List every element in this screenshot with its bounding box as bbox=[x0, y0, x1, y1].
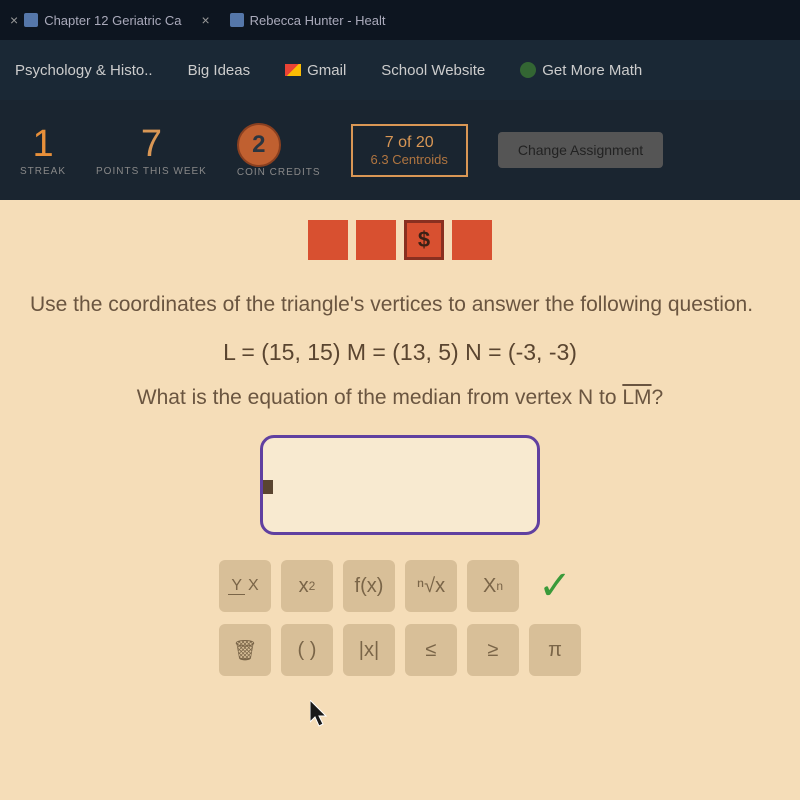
points-stat: 7 POINTS THIS WEEK bbox=[96, 123, 207, 177]
bookmark-item[interactable]: Psychology & Histo.. bbox=[15, 62, 153, 79]
bonus-squares: $ bbox=[0, 220, 800, 260]
bookmark-item[interactable]: Big Ideas bbox=[188, 62, 251, 79]
bookmark-item[interactable]: Gmail bbox=[285, 62, 346, 79]
tab-label: Rebecca Hunter - Healt bbox=[250, 13, 386, 28]
segment-lm: LM bbox=[622, 386, 651, 409]
bookmark-item[interactable]: Get More Math bbox=[520, 62, 642, 79]
math-toolbar-row2: 🗑 ( ) |x| ≤ ≥ π bbox=[0, 624, 800, 676]
problem-content: $ Use the coordinates of the triangle's … bbox=[0, 200, 800, 800]
streak-value: 1 bbox=[20, 123, 66, 166]
points-value: 7 bbox=[96, 123, 207, 166]
bonus-square[interactable] bbox=[452, 220, 492, 260]
coins-label: COIN CREDITS bbox=[237, 167, 321, 178]
answer-input[interactable] bbox=[260, 435, 540, 535]
close-icon[interactable]: × bbox=[10, 12, 18, 28]
tab-favicon bbox=[230, 13, 244, 27]
points-label: POINTS THIS WEEK bbox=[96, 166, 207, 177]
coins-stat: 2 COIN CREDITS bbox=[237, 123, 321, 178]
bonus-square-active[interactable]: $ bbox=[404, 220, 444, 260]
coin-icon: 2 bbox=[237, 123, 281, 167]
trash-button[interactable]: 🗑 bbox=[219, 624, 271, 676]
browser-tab-strip: × Chapter 12 Geriatric Ca × Rebecca Hunt… bbox=[0, 0, 800, 40]
ge-button[interactable]: ≥ bbox=[467, 624, 519, 676]
vertex-coordinates: L = (15, 15) M = (13, 5) N = (-3, -3) bbox=[0, 339, 800, 366]
bookmark-item[interactable]: School Website bbox=[381, 62, 485, 79]
question-prompt: Use the coordinates of the triangle's ve… bbox=[0, 290, 800, 319]
sub-question: What is the equation of the median from … bbox=[0, 386, 800, 410]
browser-tab[interactable]: × Chapter 12 Geriatric Ca bbox=[10, 12, 181, 28]
fraction-button[interactable]: YX bbox=[219, 560, 271, 612]
progress-section: 6.3 Centroids bbox=[371, 152, 448, 167]
progress-count: 7 of 20 bbox=[371, 134, 448, 152]
pi-button[interactable]: π bbox=[529, 624, 581, 676]
tab-favicon bbox=[24, 13, 38, 27]
stats-header: 1 STREAK 7 POINTS THIS WEEK 2 COIN CREDI… bbox=[0, 100, 800, 200]
progress-indicator: 7 of 20 6.3 Centroids bbox=[351, 124, 468, 177]
bonus-square[interactable] bbox=[308, 220, 348, 260]
gmail-icon bbox=[285, 64, 301, 76]
nthroot-button[interactable]: ⁿ√x bbox=[405, 560, 457, 612]
submit-check-button[interactable]: ✓ bbox=[529, 560, 581, 612]
subscript-button[interactable]: Xn bbox=[467, 560, 519, 612]
streak-stat: 1 STREAK bbox=[20, 123, 66, 177]
le-button[interactable]: ≤ bbox=[405, 624, 457, 676]
bonus-square[interactable] bbox=[356, 220, 396, 260]
change-assignment-button[interactable]: Change Assignment bbox=[498, 132, 663, 168]
browser-tab[interactable]: Rebecca Hunter - Healt bbox=[230, 13, 386, 28]
mouse-cursor-icon bbox=[310, 700, 330, 735]
exponent-button[interactable]: x2 bbox=[281, 560, 333, 612]
math-toolbar-row1: YX x2 f(x) ⁿ√x Xn ✓ bbox=[0, 560, 800, 612]
dollar-icon: $ bbox=[418, 227, 430, 253]
play-icon bbox=[520, 62, 536, 78]
text-cursor bbox=[263, 480, 273, 494]
streak-label: STREAK bbox=[20, 166, 66, 177]
tab-label: Chapter 12 Geriatric Ca bbox=[44, 13, 181, 28]
paren-button[interactable]: ( ) bbox=[281, 624, 333, 676]
close-icon[interactable]: × bbox=[201, 12, 209, 28]
abs-button[interactable]: |x| bbox=[343, 624, 395, 676]
function-button[interactable]: f(x) bbox=[343, 560, 395, 612]
bookmark-bar: Psychology & Histo.. Big Ideas Gmail Sch… bbox=[0, 40, 800, 100]
